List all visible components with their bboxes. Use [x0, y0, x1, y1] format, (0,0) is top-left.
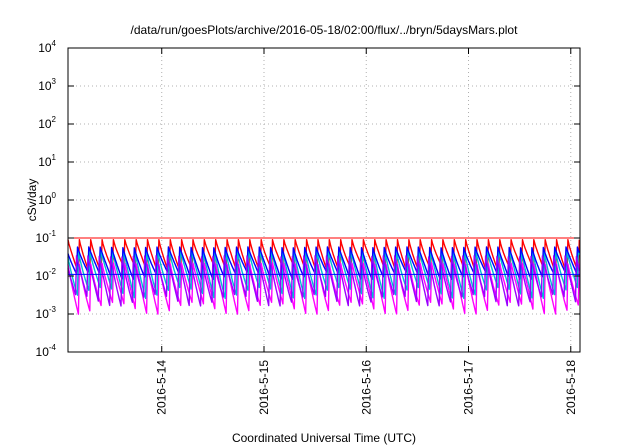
- y-tick-base: 10: [38, 79, 52, 93]
- y-tick-base: 10: [36, 269, 50, 283]
- series-line: [67, 255, 580, 307]
- y-tick-exponent: 2: [52, 115, 57, 124]
- chart-title: /data/run/goesPlots/archive/2016-05-18/0…: [131, 23, 519, 37]
- x-tick-label: 2016-5-16: [359, 360, 373, 415]
- y-tick-base: 10: [36, 307, 50, 321]
- y-tick-exponent: -3: [49, 305, 57, 314]
- series-line: [67, 262, 580, 315]
- y-tick-label: 104: [38, 39, 56, 55]
- series-line: [67, 239, 580, 275]
- y-tick-base: 10: [38, 155, 52, 169]
- x-tick-label: 2016-5-18: [564, 360, 578, 415]
- series-line: [67, 246, 580, 281]
- series-layer: [67, 237, 580, 315]
- y-tick-base: 10: [38, 41, 52, 55]
- series-line: [67, 250, 580, 300]
- y-tick-base: 10: [36, 231, 50, 245]
- y-tick-exponent: -1: [49, 229, 57, 238]
- y-tick-label: 10-4: [36, 343, 57, 359]
- y-tick-label: 102: [38, 115, 56, 131]
- x-axis-label: Coordinated Universal Time (UTC): [232, 431, 416, 445]
- y-tick-exponent: -2: [49, 267, 57, 276]
- y-tick-exponent: 1: [52, 153, 57, 162]
- y-axis-label: cSv/day: [25, 179, 39, 222]
- y-tick-exponent: 3: [52, 77, 57, 86]
- x-axis: 2016-5-14 2016-5-15 2016-5-16 2016-5-17 2016…: [155, 48, 578, 415]
- x-tick-label: 2016-5-17: [462, 360, 476, 415]
- y-tick-exponent: -4: [49, 343, 57, 352]
- y-tick-exponent: 0: [52, 191, 57, 200]
- y-tick-label: 100: [38, 191, 56, 207]
- x-tick-label: 2016-5-14: [155, 360, 169, 415]
- y-tick-exponent: 4: [52, 39, 57, 48]
- x-tick-label: 2016-5-15: [257, 360, 271, 415]
- y-tick-label: 10-2: [36, 267, 57, 283]
- y-tick-base: 10: [36, 345, 50, 359]
- y-tick-label: 10-3: [36, 305, 57, 321]
- y-tick-label: 103: [38, 77, 56, 93]
- y-tick-base: 10: [38, 117, 52, 131]
- y-tick-base: 10: [38, 193, 52, 207]
- y-tick-label: 10-1: [36, 229, 57, 245]
- y-tick-label: 101: [38, 153, 56, 169]
